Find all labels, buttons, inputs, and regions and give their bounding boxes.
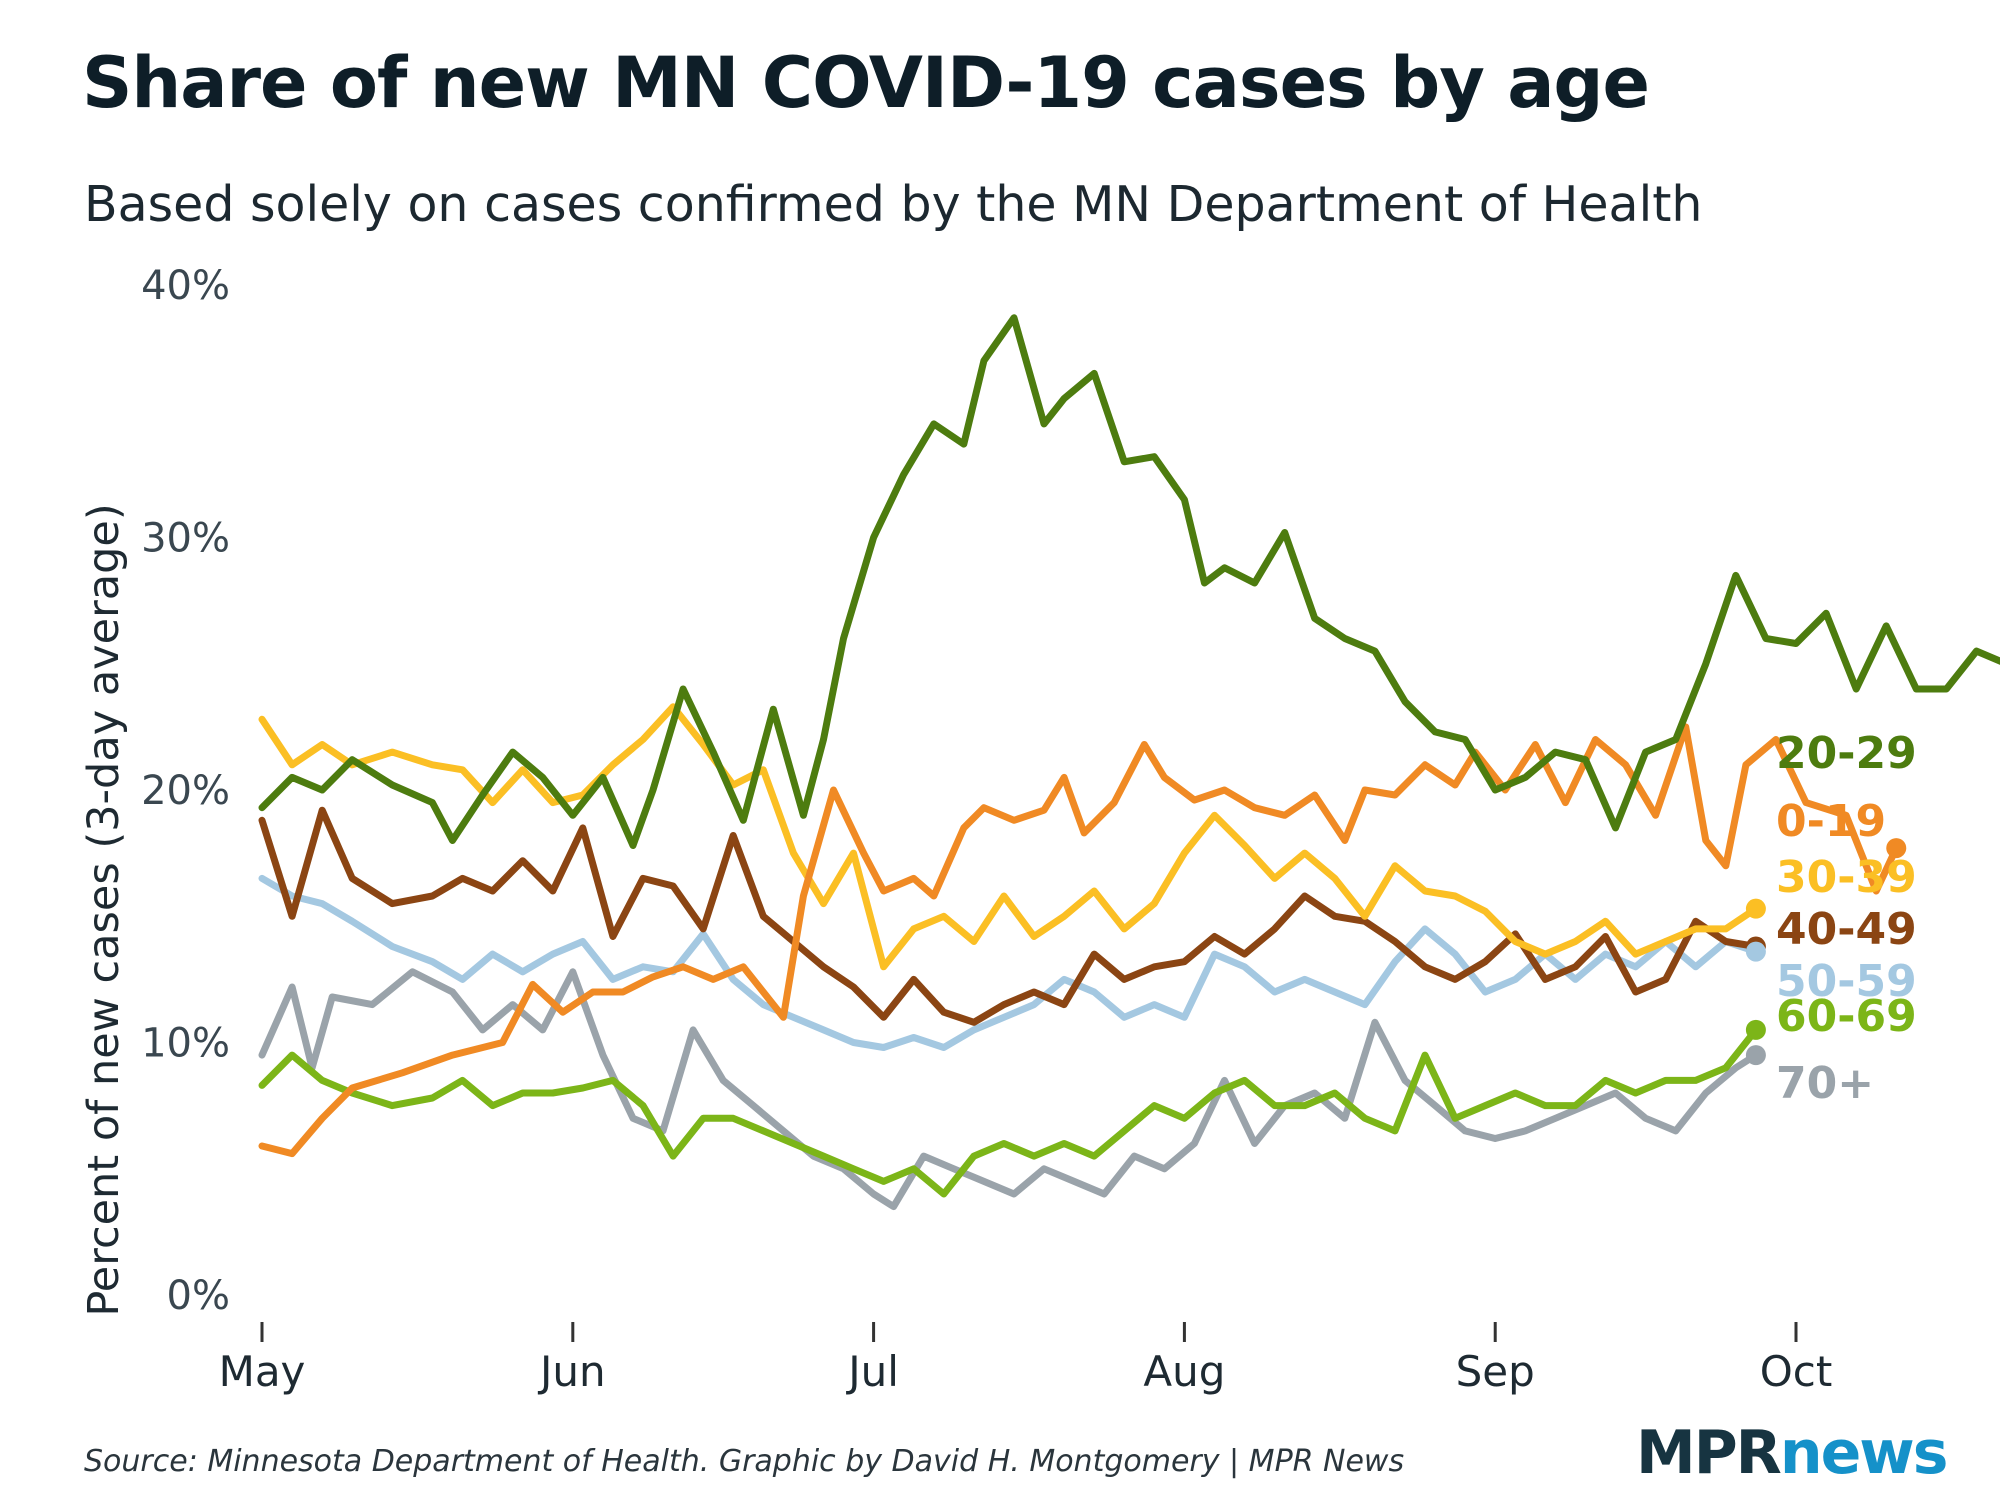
series-line-0-19 <box>258 723 1900 1158</box>
end-point-70+ <box>1745 1045 1766 1066</box>
source-note: Source: Minnesota Department of Health. … <box>84 1444 1405 1479</box>
y-tick-label: 20% <box>141 768 230 814</box>
series-line-50-59 <box>258 874 1760 1051</box>
series-line-40-49 <box>258 806 1760 1026</box>
x-axis-ticks: May Jun Jul Aug Sep Oct <box>219 1322 1833 1396</box>
series-label-20-29: 20-29 <box>1776 728 1917 779</box>
y-tick-label: 0% <box>167 1273 230 1319</box>
x-tick-label: Aug <box>1143 1347 1225 1396</box>
end-point-0-19 <box>1886 838 1907 859</box>
end-point-60-69 <box>1745 1019 1766 1040</box>
series-line-20-29 <box>258 314 2000 849</box>
series-label-70+: 70+ <box>1776 1058 1874 1109</box>
series-label-50-59: 50-59 <box>1776 956 1917 1007</box>
x-tick-label: Sep <box>1456 1347 1535 1396</box>
series-label-40-49: 40-49 <box>1776 904 1917 955</box>
x-tick-label: Jun <box>537 1347 606 1396</box>
y-tick-label: 30% <box>141 516 230 562</box>
chart-subtitle: Based solely on cases confirmed by the M… <box>84 176 1703 233</box>
series-label-0-19: 0-19 <box>1776 796 1886 847</box>
logo-part1: MPR <box>1636 1418 1782 1488</box>
series-label-30-39: 30-39 <box>1776 852 1917 903</box>
x-tick-label: Oct <box>1760 1347 1833 1396</box>
series-lines <box>258 314 2000 1211</box>
mpr-news-logo: MPRnews <box>1636 1418 1949 1488</box>
x-tick-label: May <box>219 1347 306 1396</box>
series-label-60-69: 60-69 <box>1776 991 1917 1042</box>
end-point-50-59 <box>1745 941 1766 962</box>
y-axis-ticks: 0% 10% 20% 30% 40% <box>141 263 230 1319</box>
series-line-60-69 <box>258 1026 1760 1198</box>
series-line-30-39 <box>258 703 1760 971</box>
logo-part2: news <box>1779 1418 1949 1488</box>
series-line-70+ <box>258 968 1760 1211</box>
x-tick-label: Jul <box>845 1347 899 1396</box>
chart-title: Share of new MN COVID-19 cases by age <box>82 42 1650 124</box>
y-tick-label: 40% <box>141 263 230 309</box>
end-point-30-39 <box>1745 898 1766 919</box>
y-tick-label: 10% <box>141 1021 230 1067</box>
